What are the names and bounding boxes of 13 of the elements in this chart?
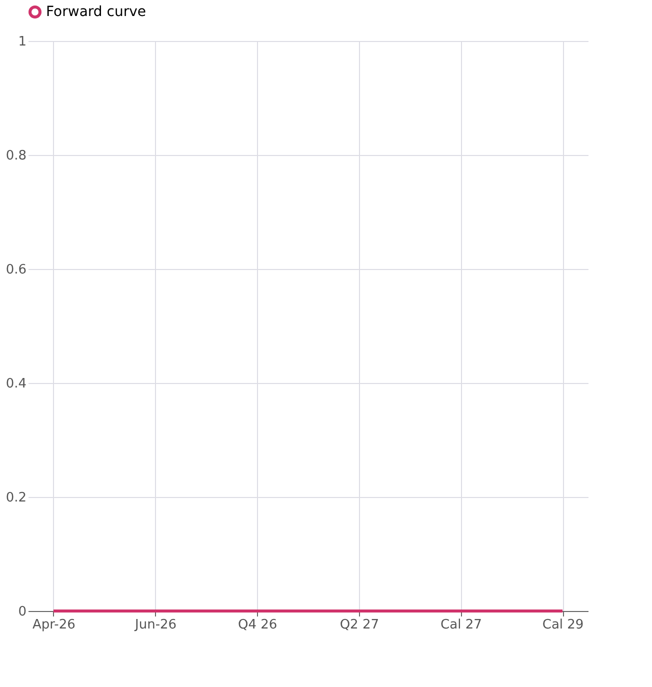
y-tick-label: 1 <box>18 34 26 50</box>
y-tick-label: 0.4 <box>6 376 26 392</box>
legend-label: Forward curve <box>46 4 146 20</box>
x-tick-label: Q4 26 <box>238 618 278 632</box>
y-tick-label: 0.6 <box>6 262 26 278</box>
x-tick-label: Cal 29 <box>542 618 584 632</box>
x-tick-label: Jun-26 <box>134 618 177 632</box>
y-tick-label: 0.8 <box>6 148 26 164</box>
y-tick-label: 0.2 <box>6 490 26 506</box>
x-tick-label: Q2 27 <box>340 618 380 632</box>
x-tick-label: Cal 27 <box>440 618 482 632</box>
x-tick-label: Apr-26 <box>32 618 76 632</box>
y-tick-label: 0 <box>18 604 26 620</box>
